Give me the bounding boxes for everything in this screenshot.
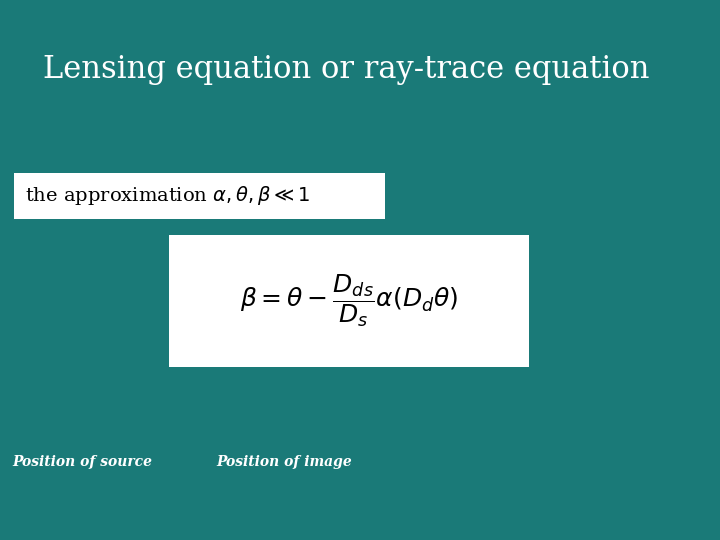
Text: Position of image: Position of image xyxy=(217,455,352,469)
Text: $\beta = \theta - \dfrac{D_{ds}}{D_s}\alpha(D_d\theta)$: $\beta = \theta - \dfrac{D_{ds}}{D_s}\al… xyxy=(240,273,459,329)
Text: Position of source: Position of source xyxy=(13,455,153,469)
Text: the approximation $\alpha, \theta, \beta \ll 1$: the approximation $\alpha, \theta, \beta… xyxy=(25,184,311,207)
Text: Lensing equation or ray-trace equation: Lensing equation or ray-trace equation xyxy=(43,54,649,85)
FancyBboxPatch shape xyxy=(14,173,385,219)
FancyBboxPatch shape xyxy=(169,235,529,367)
